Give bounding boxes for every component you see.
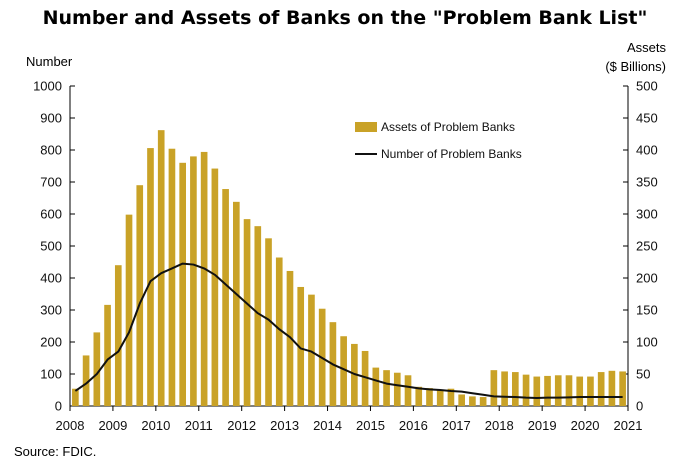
left-tick-label: 600 — [40, 207, 62, 222]
asset-bar — [179, 162, 186, 406]
asset-bar — [393, 372, 401, 406]
x-tick-label: 2009 — [98, 418, 127, 433]
left-tick-label: 800 — [40, 143, 62, 158]
asset-bar — [211, 168, 219, 406]
left-tick-label: 1000 — [33, 79, 62, 94]
asset-bar — [243, 219, 251, 406]
x-tick-label: 2020 — [571, 418, 600, 433]
x-tick-label: 2019 — [528, 418, 557, 433]
asset-bar — [157, 130, 165, 406]
legend-label-number: Number of Problem Banks — [381, 147, 522, 161]
asset-bar — [297, 286, 305, 406]
left-tick-label: 700 — [40, 175, 62, 190]
asset-bar — [533, 376, 541, 406]
asset-bar — [308, 294, 315, 406]
asset-bar — [608, 370, 616, 406]
asset-bar — [512, 372, 519, 406]
asset-bar — [458, 394, 465, 406]
left-tick-label: 0 — [55, 399, 62, 414]
right-tick-label: 0 — [636, 399, 643, 414]
asset-bar — [597, 372, 605, 406]
legend: Assets of Problem Banks Number of Proble… — [355, 120, 522, 161]
x-tick-label: 2014 — [313, 418, 342, 433]
asset-bar — [479, 397, 487, 406]
asset-bar — [72, 388, 79, 406]
asset-bar — [147, 148, 154, 406]
asset-bar — [544, 375, 551, 406]
left-tick-label: 200 — [40, 335, 62, 350]
right-tick-label: 350 — [636, 175, 658, 190]
asset-bar — [587, 376, 594, 406]
asset-bar — [136, 185, 144, 406]
left-tick-label: 300 — [40, 303, 62, 318]
asset-bar — [436, 390, 444, 406]
asset-bar — [222, 189, 229, 406]
asset-bar — [114, 265, 122, 406]
right-axis-ticks: 0 50 100 150 200 250 300 350 400 450 500 — [623, 79, 658, 414]
x-tick-label: 2011 — [185, 418, 213, 433]
left-tick-label: 500 — [40, 239, 62, 254]
asset-bar — [522, 374, 530, 406]
legend-label-assets: Assets of Problem Banks — [381, 120, 515, 134]
x-tick-label: 2017 — [442, 418, 471, 433]
right-tick-label: 300 — [636, 207, 658, 222]
asset-bar — [190, 156, 197, 406]
asset-bar — [104, 304, 111, 406]
asset-bar — [254, 226, 262, 406]
asset-bar — [93, 332, 101, 406]
left-tick-label: 100 — [40, 367, 62, 382]
source-note: Source: FDIC. — [14, 444, 96, 459]
left-tick-label: 900 — [40, 111, 62, 126]
x-tick-label: 2016 — [399, 418, 428, 433]
x-tick-label: 2021 — [614, 418, 643, 433]
chart-title: Number and Assets of Banks on the "Probl… — [43, 7, 648, 29]
left-axis-title: Number — [26, 54, 73, 69]
x-tick-label: 2008 — [56, 418, 85, 433]
right-tick-label: 500 — [636, 79, 658, 94]
right-tick-label: 50 — [636, 367, 650, 382]
asset-bar — [619, 371, 626, 406]
right-tick-label: 150 — [636, 303, 658, 318]
asset-bar — [501, 371, 508, 406]
asset-bar — [490, 370, 498, 406]
x-tick-label: 2015 — [356, 418, 385, 433]
assets-bars — [72, 130, 626, 406]
x-tick-label: 2010 — [141, 418, 170, 433]
asset-bar — [415, 386, 423, 406]
asset-bar — [125, 214, 133, 406]
asset-bar — [233, 201, 240, 406]
asset-bar — [340, 336, 347, 406]
x-tick-label: 2012 — [227, 418, 256, 433]
x-tick-label: 2013 — [270, 418, 299, 433]
asset-bar — [168, 148, 176, 406]
number-of-problem-banks-line — [74, 262, 623, 399]
legend-swatch-assets — [355, 122, 377, 132]
right-tick-label: 400 — [636, 143, 658, 158]
asset-bar — [82, 355, 90, 406]
asset-bar — [469, 396, 476, 406]
right-axis-title-line2: ($ Billions) — [605, 59, 666, 74]
asset-bar — [426, 388, 433, 406]
asset-bar — [275, 257, 283, 406]
asset-bar — [404, 375, 412, 406]
asset-bar — [565, 375, 573, 406]
asset-bar — [372, 367, 380, 406]
right-axis-title-line1: Assets — [627, 40, 667, 55]
right-tick-label: 250 — [636, 239, 658, 254]
asset-bar — [265, 238, 272, 406]
x-tick-label: 2018 — [485, 418, 514, 433]
asset-bar — [576, 376, 584, 406]
asset-bar — [361, 350, 369, 406]
asset-bar — [200, 151, 208, 406]
x-axis-ticks: 2008 2009 2010 2011 2012 2013 2014 2015 2016 2017… — [56, 406, 643, 433]
left-tick-label: 400 — [40, 271, 62, 286]
asset-bar — [447, 388, 455, 406]
asset-bar — [554, 375, 562, 406]
right-tick-label: 100 — [636, 335, 658, 350]
right-tick-label: 200 — [636, 271, 658, 286]
right-tick-label: 450 — [636, 111, 658, 126]
left-axis-ticks: 0 100 200 300 400 500 600 700 800 900 1000 — [33, 79, 75, 414]
asset-bar — [383, 370, 390, 406]
